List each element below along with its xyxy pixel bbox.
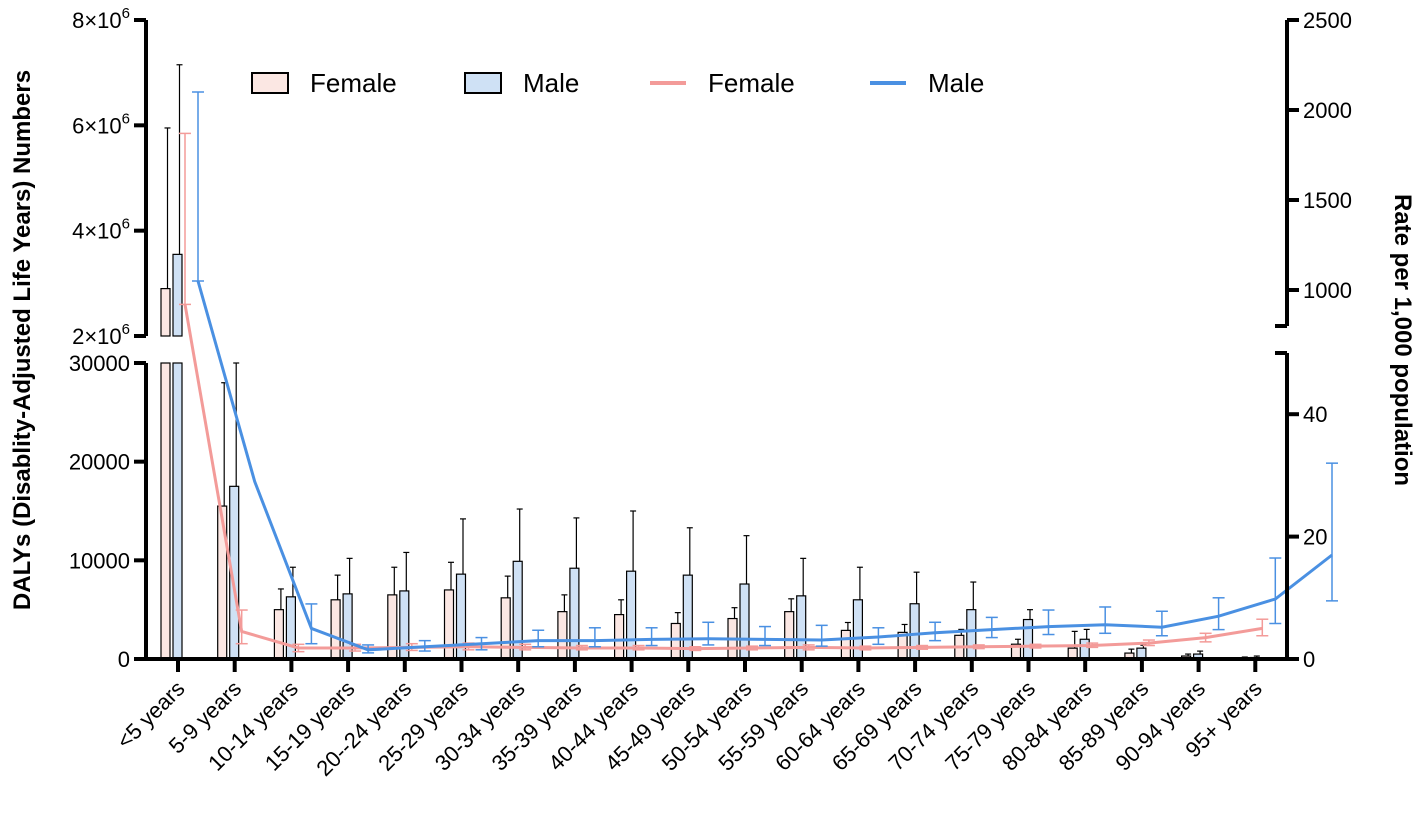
- bar-female: [273, 609, 284, 660]
- bar-male: [909, 603, 920, 660]
- bar-female: [670, 622, 681, 660]
- right-tick-label: 40: [1303, 402, 1327, 427]
- legend-label: Female: [708, 68, 795, 98]
- line-series-male: [196, 280, 1333, 652]
- bar-female: [330, 599, 341, 660]
- right-tick-label: 1000: [1303, 278, 1352, 303]
- legend-label: Male: [523, 68, 579, 98]
- legend-label: Male: [928, 68, 984, 98]
- right-tick-label: 2500: [1303, 8, 1352, 33]
- left-tick-label: 0: [118, 647, 130, 672]
- bar-male-lower: [172, 362, 183, 660]
- left-tick-label-sci: 2×106: [72, 321, 130, 349]
- bar-female-lower: [160, 362, 171, 660]
- bar-female-upper: [160, 288, 171, 337]
- right-tick-label: 0: [1303, 647, 1315, 672]
- left-tick-label-sci: 8×106: [72, 5, 130, 33]
- left-tick-label-sci: 4×106: [72, 216, 130, 244]
- bar-female: [557, 611, 568, 660]
- bar-female: [443, 589, 455, 660]
- left-tick-label-sci: 6×106: [72, 110, 130, 138]
- left-tick-label: 10000: [69, 548, 130, 573]
- bar-female: [500, 597, 511, 660]
- right-axis-title: Rate per 1,000 population: [1389, 194, 1416, 486]
- legend-swatch-bar-female: [251, 72, 289, 94]
- left-tick-label: 20000: [69, 450, 130, 475]
- right-tick-label: 20: [1303, 525, 1327, 550]
- bar-male: [966, 609, 977, 660]
- bar-female: [613, 613, 625, 660]
- right-tick-label: 1500: [1303, 188, 1352, 213]
- bar-male: [1022, 618, 1034, 660]
- bar-female: [840, 629, 852, 660]
- right-tick-label: 2000: [1303, 98, 1352, 123]
- legend-label: Female: [310, 68, 397, 98]
- bar-male: [285, 596, 296, 660]
- lines-layer: [179, 91, 1338, 654]
- bar-male: [1079, 638, 1090, 660]
- left-tick-label: 30000: [69, 351, 130, 376]
- bar-male-upper: [172, 253, 183, 337]
- bars-layer: [140, 64, 1260, 660]
- bar-female: [784, 611, 795, 660]
- legend-swatch-bar-male: [464, 72, 502, 94]
- legend: Female Male Female Male: [251, 68, 984, 98]
- left-axis-title: DALYs (Disablity-Adjusted Life Years) Nu…: [9, 70, 36, 610]
- axis-break-gap: [140, 337, 220, 362]
